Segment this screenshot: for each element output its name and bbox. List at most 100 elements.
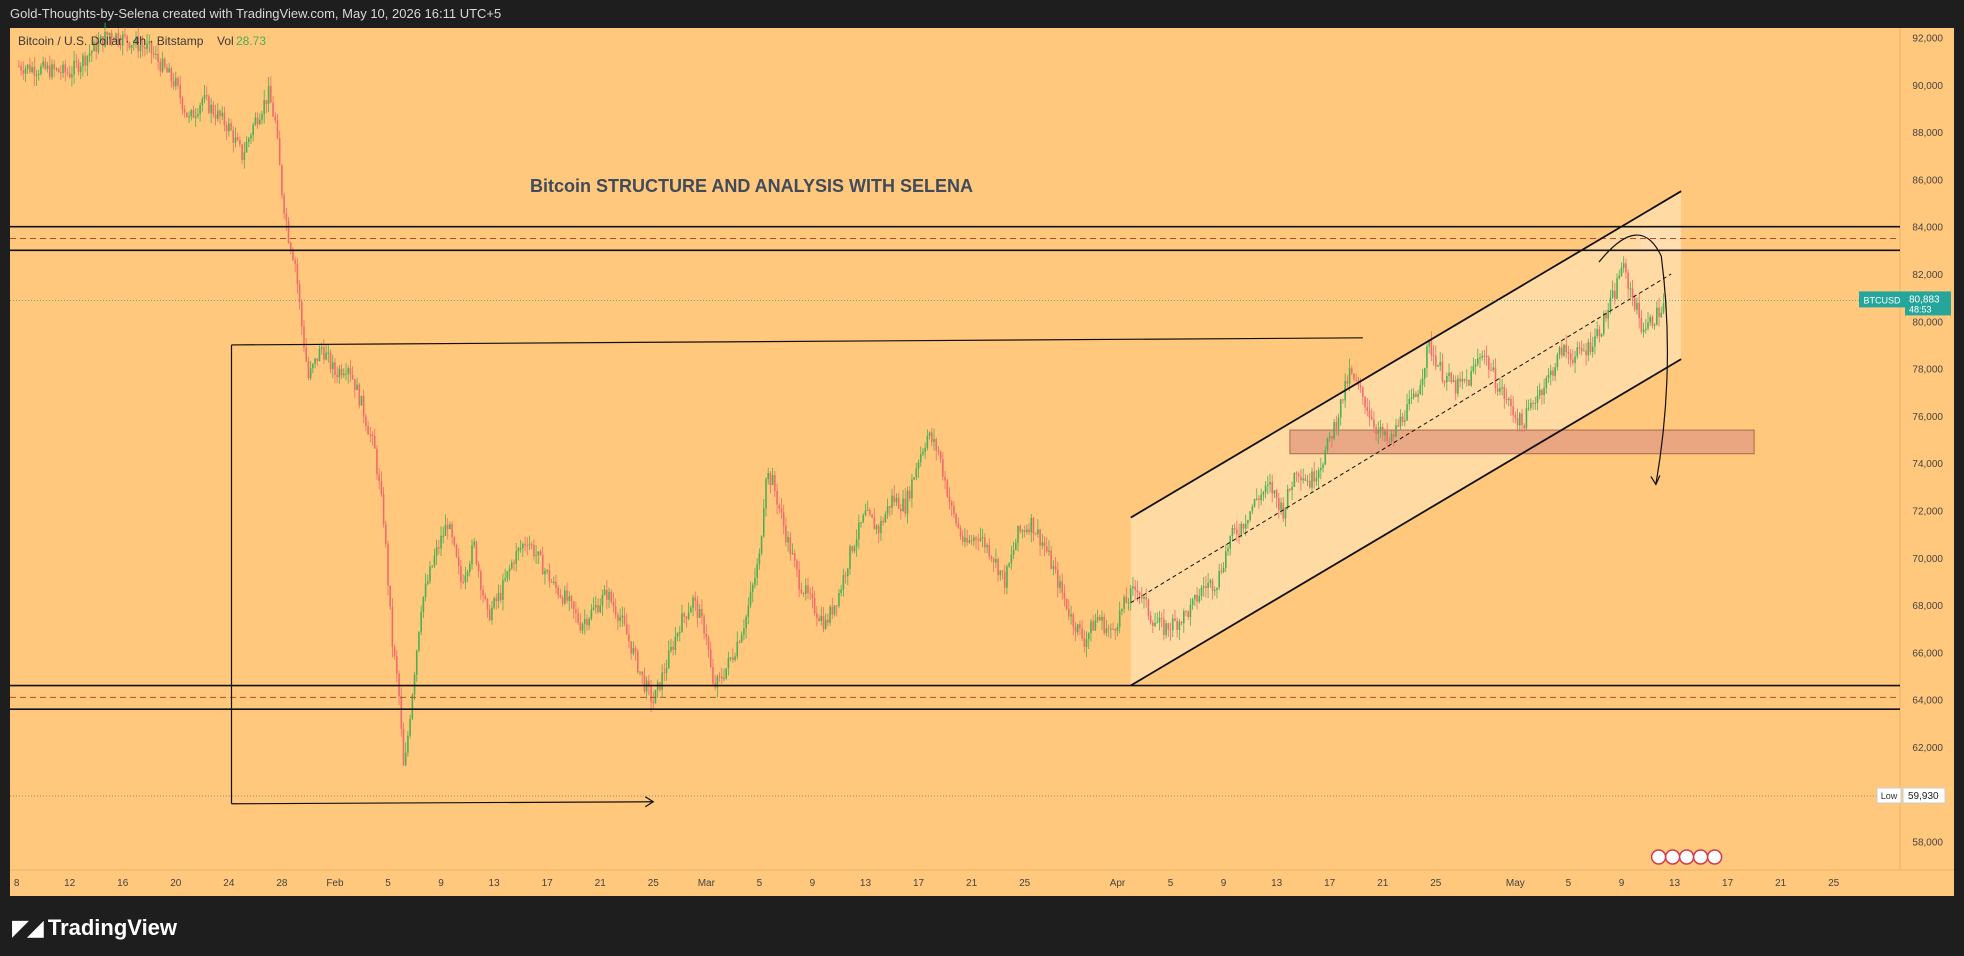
candle-body [818,617,820,622]
candle-body [975,537,977,540]
candle-body [46,65,49,69]
candle-body [1660,312,1663,318]
candle-body [1103,617,1106,634]
candle-body [314,358,316,365]
candle-body [1567,352,1570,354]
candle-body [791,553,794,555]
candle-body [650,686,652,702]
candle-body [864,510,867,516]
candle-body [1171,618,1174,631]
candle-body [115,33,117,41]
candle-body [842,575,845,590]
candle-body [1063,592,1066,599]
candle-body [533,544,535,557]
x-tick-label: 13 [1271,878,1283,889]
x-tick-label: 8 [14,878,20,889]
candle-body [71,74,73,78]
candle-body [305,347,308,362]
candle-body [1039,529,1041,546]
candle-body [457,556,460,566]
candle-body [756,564,758,579]
candle-body [1152,622,1154,627]
candle-body [442,535,445,537]
candle-body [729,657,732,659]
candle-body [18,65,20,67]
candle-body [168,68,170,73]
candle-body [844,575,847,577]
candle-body [1532,402,1534,404]
candle-body [946,480,949,497]
candle-body [1014,542,1017,551]
candle-body [1348,368,1351,384]
candle-body [988,545,991,557]
candle-body [572,601,575,610]
candle-body [681,613,683,633]
candle-body [1003,571,1006,588]
candle-body [1081,628,1083,639]
candle-body [1140,594,1143,599]
candle-body [1607,310,1610,319]
candle-body [1326,437,1329,451]
candle-body [124,34,126,36]
candle-body [1404,420,1406,422]
candle-body [166,67,168,73]
candle-body [1364,396,1366,408]
candle-body [1196,594,1198,602]
candle-body [1600,333,1603,337]
candle-body [393,646,396,657]
candle-body [491,607,493,621]
candle-body [342,373,345,376]
candle-body [537,551,540,556]
candle-body [1255,498,1258,500]
y-tick-label: 64,000 [1912,696,1943,707]
candle-body [933,439,935,443]
candle-body [1118,610,1121,628]
candle-body [959,527,962,537]
candle-body [1105,628,1108,634]
candle-body [270,86,272,103]
candle-body [632,647,635,654]
candle-body [1426,346,1428,368]
candle-body [1381,426,1384,436]
candle-body [942,459,944,477]
candle-body [1490,369,1492,371]
candle-body [1012,550,1015,555]
candle-body [740,634,743,643]
legend-vol-label: Vol [217,34,234,48]
candle-body [552,581,555,583]
candle-body [1244,523,1247,529]
candle-body [738,641,741,643]
x-tick-label: 21 [1377,878,1389,889]
candle-body [1596,329,1598,336]
candle-body [1335,422,1338,429]
candle-body [964,537,966,542]
y-tick-label: 88,000 [1912,128,1943,139]
candle-body [239,140,241,145]
candle-body [1218,570,1220,588]
candle-body [84,55,86,66]
candle-body [751,584,754,592]
candle-body [866,509,869,511]
candle-body [636,651,639,673]
candle-body [265,100,268,105]
candle-body [1516,418,1519,426]
candle-body [1386,431,1388,442]
candle-body [1306,480,1309,482]
candle-body [493,598,495,608]
candle-body [292,250,294,260]
candle-body [281,165,283,196]
candle-body [835,605,838,607]
candle-body [579,622,582,631]
event-flag-icon [1692,849,1709,865]
candle-body [1375,427,1377,434]
x-tick-label: 13 [860,878,872,889]
candle-body [1527,407,1530,409]
candle-body [66,72,69,74]
candle-body [849,546,851,569]
candle-body [1565,344,1568,353]
candle-body [796,560,798,570]
last-price-value: 80,883 [1909,294,1940,305]
tradingview-logo[interactable]: ◤◢ TradingView [12,915,177,941]
candle-body [82,55,84,67]
